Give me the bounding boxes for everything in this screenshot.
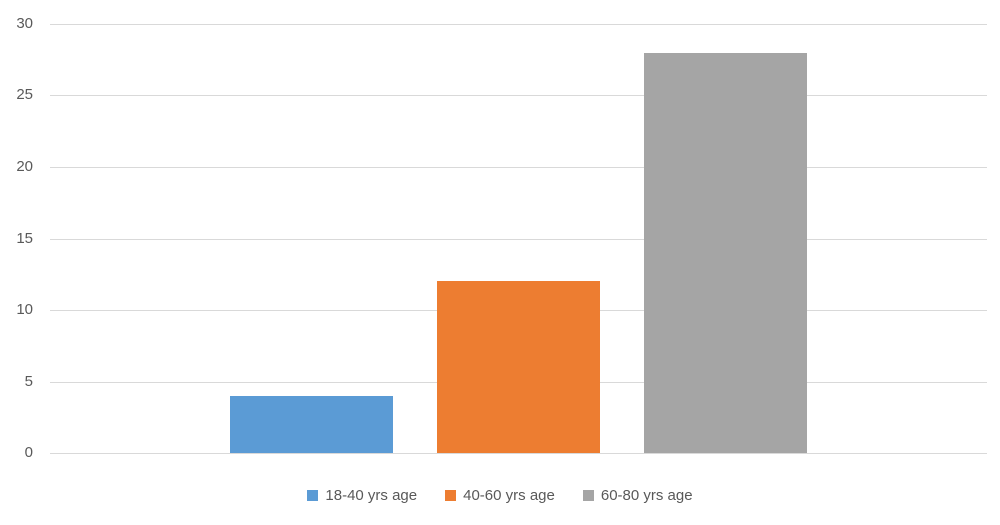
legend-label: 40-60 yrs age <box>463 487 555 504</box>
legend-item-40-60-yrs-age: 40-60 yrs age <box>445 487 555 504</box>
gridline-0 <box>50 453 987 454</box>
legend-item-60-80-yrs-age: 60-80 yrs age <box>582 487 693 504</box>
y-axis-tick-label-0: 0 <box>24 444 33 461</box>
y-axis-tick-label-30: 30 <box>16 15 33 32</box>
y-axis-tick-label-15: 15 <box>16 230 33 247</box>
legend-label: 18-40 yrs age <box>325 487 418 504</box>
legend-swatch-icon <box>307 490 319 501</box>
chart-legend: 18-40 yrs age 40-60 yrs age 60-80 yrs age <box>0 487 1000 504</box>
gridline-25 <box>50 95 987 96</box>
legend-item-18-40-yrs-age: 18-40 yrs age <box>307 487 417 504</box>
legend-swatch-icon <box>445 490 457 501</box>
bar-40-60-yrs-age <box>437 281 600 453</box>
bar-60-80-yrs-age <box>644 53 807 453</box>
gridline-20 <box>50 167 987 168</box>
y-axis-tick-label-10: 10 <box>16 301 33 318</box>
y-axis-tick-label-20: 20 <box>16 158 33 175</box>
legend-label: 60-80 yrs age <box>600 487 693 504</box>
y-axis-tick-label-5: 5 <box>24 373 33 390</box>
gridline-15 <box>50 239 987 240</box>
y-axis-tick-label-25: 25 <box>16 86 33 103</box>
bar-18-40-yrs-age <box>230 396 393 453</box>
gridline-30 <box>50 24 987 25</box>
plot-area <box>50 24 987 454</box>
legend-swatch-icon <box>582 490 594 501</box>
